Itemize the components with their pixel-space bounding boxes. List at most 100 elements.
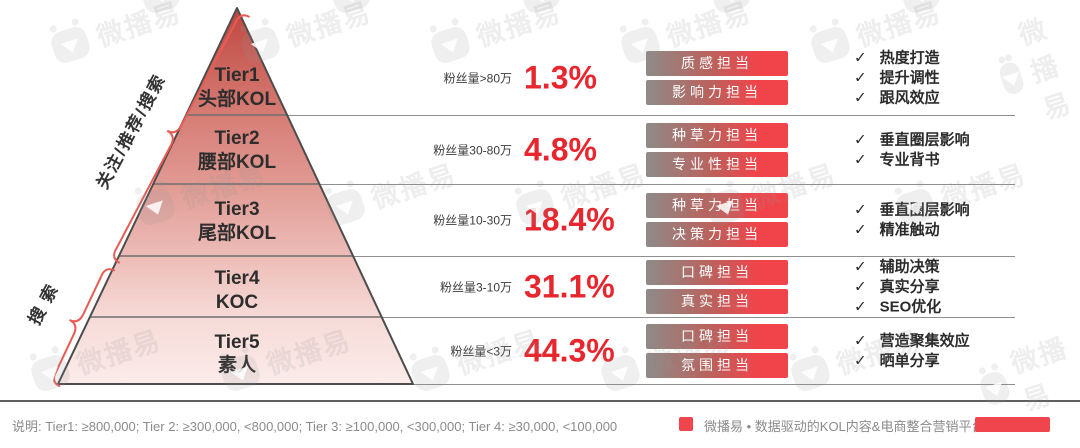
role-tag: 决策力担当 [646,222,788,247]
benefit-text: 专业背书 [879,151,940,168]
check-icon: ✓ [854,258,867,275]
benefit-text: SEO优化 [879,298,942,315]
benefit-item: ✓ 热度打造 [854,50,1059,67]
benefit-text: 垂直圈层影响 [879,131,970,148]
role-tag: 口碑担当 [646,323,788,349]
benefit-text: 真实分享 [879,278,940,295]
benefit-list: ✓ 垂直圈层影响 ✓ 精准触动 [854,202,1059,239]
tier-row: 粉丝量3-10万 31.1% 口碑担当真实担当 ✓ 辅助决策 ✓ 真实分享 ✓ … [0,256,1080,317]
benefit-item: ✓ 辅助决策 [854,258,1059,275]
check-icon: ✓ [854,332,867,349]
benefit-text: 垂直圈层影响 [879,201,970,219]
check-icon: ✓ [854,69,867,87]
benefit-item: ✓ 提升调性 [854,70,1059,87]
check-icon: ✓ [854,131,867,148]
percentage-value: 4.8% [524,131,597,167]
brace-top-tiers [113,14,250,264]
benefit-text: 精准触动 [879,221,940,239]
tier3-label: 尾部KOL [198,221,277,244]
percentage-value: 44.3% [524,332,615,368]
check-icon: ✓ [854,49,867,67]
role-tag: 口碑担当 [646,259,788,285]
tag-list: 种草力担当决策力担当 [646,193,788,247]
benefit-list: ✓ 垂直圈层影响 ✓ 专业背书 [854,131,1059,168]
benefit-item: ✓ SEO优化 [854,298,1059,315]
role-tag: 真实担当 [646,288,788,314]
role-tag: 影响力担当 [646,80,788,105]
pyramid-tier4-shape [89,256,382,317]
tier4-label: KOC [216,292,259,313]
percentage-value: 31.1% [524,268,615,304]
fans-count-label: 粉丝量<3万 [450,344,512,358]
benefit-text: 辅助决策 [879,258,940,275]
tier5-label: 素人 [218,353,257,376]
benefit-list: ✓ 营造聚集效应 ✓ 晒单分享 [854,332,1059,369]
benefit-item: ✓ 精准触动 [854,222,1059,239]
footer-divider [0,400,1080,402]
tier-row: 粉丝量30-80万 4.8% 种草力担当专业性担当 ✓ 垂直圈层影响 ✓ 专业背… [0,115,1080,184]
benefit-item: ✓ 真实分享 [854,278,1059,295]
tag-list: 口碑担当 真实担当 [646,259,788,314]
check-icon: ✓ [854,151,867,168]
legend-square-icon [679,417,693,431]
percentage-value: 18.4% [524,201,615,238]
footer-red-bar [975,417,1050,432]
benefit-item: ✓ 营造聚集效应 [854,332,1059,349]
brace-bottom-tiers [52,268,116,387]
tag-list: 口碑担当 氛围担当 [646,323,788,378]
role-tag: 种草力担当 [646,122,788,148]
tier2-label: 腰部KOL [197,150,277,173]
benefit-list: ✓ 热度打造 ✓ 提升调性 ✓ 跟风效应 [854,50,1059,107]
benefit-text: 热度打造 [879,49,940,67]
tag-list: 种草力担当专业性担当 [646,122,788,177]
benefit-item: ✓ 垂直圈层影响 [854,202,1059,219]
check-icon: ✓ [854,221,867,239]
tier-divider-line [382,317,1015,318]
fans-count-label: 粉丝量3-10万 [439,280,512,294]
pyramid-tier3-shape [118,184,354,256]
role-tag: 氛围担当 [646,352,788,378]
benefit-list: ✓ 辅助决策 ✓ 真实分享 ✓ SEO优化 [854,258,1059,315]
benefit-item: ✓ 跟风效应 [854,90,1059,107]
tag-list: 质感担当 影响力担当 [646,51,788,105]
pyramid-tier1-shape [186,8,288,115]
check-icon: ✓ [854,201,867,219]
pyramid-tier2-shape [153,115,320,184]
tier1-name: Tier1 [214,65,260,86]
pyramid-diagram: 关注/推荐/搜索 搜索 Tier1 头部KOL Tier2 腰部KOL Tier… [24,7,414,387]
role-tag: 种草力担当 [646,193,788,218]
benefit-text: 营造聚集效应 [879,332,970,349]
benefit-item: ✓ 晒单分享 [854,352,1059,369]
tier-row: 粉丝量<3万 44.3% 口碑担当氛围担当 ✓ 营造聚集效应 ✓ 晒单分享 [0,317,1080,384]
benefit-text: 提升调性 [879,69,940,87]
tier-divider-line [287,115,1015,116]
tier-divider-line [413,384,1015,385]
tier1-label: 头部KOL [198,87,277,110]
tier3-name: Tier3 [214,199,259,220]
tier-row: 粉丝量>80万 1.3% 质感担当影响力担当 ✓ 热度打造 ✓ 提升调性 ✓ 跟… [0,25,1080,131]
tier-row: 粉丝量10-30万 18.4% 种草力担当决策力担当 ✓ 垂直圈层影响 ✓ 精准… [0,184,1080,256]
role-tag: 质感担当 [646,51,788,76]
footer: 说明: Tier1: ≥800,000; Tier 2: ≥300,000, <… [0,412,1080,446]
fans-count-label: 粉丝量10-30万 [433,213,512,228]
tier-divider-line [353,256,1015,257]
fans-count-label: 粉丝量>80万 [443,71,512,86]
tier4-name: Tier4 [214,268,260,289]
benefit-text: 跟风效应 [879,89,940,107]
tier-divider-line [319,184,1015,185]
benefit-item: ✓ 垂直圈层影响 [854,131,1059,148]
fans-count-label: 粉丝量30-80万 [433,143,512,157]
tier5-name: Tier5 [214,332,260,353]
pyramid-tier5-shape [58,317,413,384]
footer-brand-line: 微播易 • 数据驱动的KOL内容&电商整合营销平台 [704,419,985,434]
percentage-value: 1.3% [524,59,597,96]
side-label-bottom: 搜索 [24,274,65,328]
check-icon: ✓ [854,298,867,315]
check-icon: ✓ [854,89,867,107]
benefit-text: 晒单分享 [879,352,940,369]
role-tag: 专业性担当 [646,151,788,177]
check-icon: ✓ [854,352,867,369]
check-icon: ✓ [854,278,867,295]
